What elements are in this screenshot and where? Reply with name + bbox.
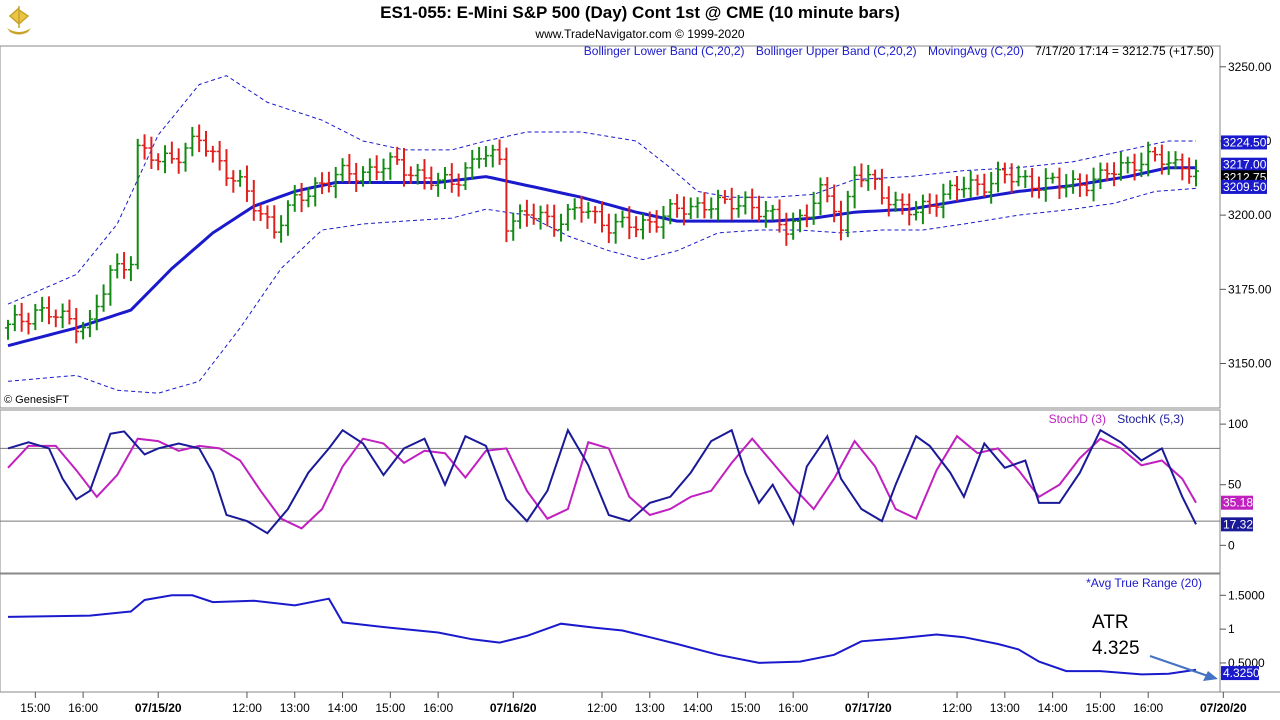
legend-lower-band: Bollinger Lower Band (C,20,2) <box>583 44 745 58</box>
price-legend: Bollinger Lower Band (C,20,2) Bollinger … <box>576 44 1214 58</box>
chart-title: ES1-055: E-Mini S&P 500 (Day) Cont 1st @… <box>380 3 900 22</box>
atr-annotation-value: 4.325 <box>1092 638 1140 659</box>
atr-annotation: ATR 4.325 <box>1092 610 1140 662</box>
legend-stoch-d: StochD (3) <box>1048 412 1106 426</box>
legend-moving-avg: MovingAvg (C,20) <box>928 44 1024 58</box>
price-y-tick-label: 3200.00 <box>1228 208 1272 222</box>
legend-stoch-k: StochK (5,3) <box>1117 412 1184 426</box>
atr-annotation-label: ATR <box>1092 612 1129 633</box>
price-y-tick-label: 3150.00 <box>1228 356 1272 370</box>
x-tick-label: 14:00 <box>328 701 358 715</box>
x-tick-label: 12:00 <box>587 701 617 715</box>
x-tick-label: 14:00 <box>683 701 713 715</box>
atr-pane-frame <box>0 573 1221 693</box>
stoch-k-line <box>7 427 1197 535</box>
price-right-label-box <box>1221 157 1267 172</box>
stoch-right-label-box <box>1221 495 1253 510</box>
x-tick-label: 16:00 <box>1133 701 1163 715</box>
stoch-right-label: 17.32 <box>1223 517 1253 531</box>
x-tick-label: 16:00 <box>778 701 808 715</box>
price-right-label-box <box>1221 135 1267 150</box>
atr-line <box>7 594 1197 676</box>
x-tick-label: 15:00 <box>375 701 405 715</box>
chart-subtitle: www.TradeNavigator.com © 1999-2020 <box>535 27 745 41</box>
x-tick-label: 07/20/20 <box>1200 701 1247 715</box>
stoch-legend: StochD (3) StochK (5,3) <box>1049 412 1184 426</box>
atr-annotation-arrowhead <box>1203 671 1218 681</box>
moving-average-line <box>7 166 1196 348</box>
stoch-right-label: 35.18 <box>1223 496 1253 510</box>
price-right-label: 3224.50 <box>1223 135 1267 149</box>
atr-annotation-arrow-line <box>1149 655 1209 677</box>
x-tick-label: 15:00 <box>1085 701 1115 715</box>
stoch-y-tick-label: 100 <box>1228 417 1248 431</box>
stoch-y-tick-label: 0 <box>1228 538 1235 552</box>
x-tick-label: 13:00 <box>635 701 665 715</box>
legend-upper-band: Bollinger Upper Band (C,20,2) <box>755 44 917 58</box>
x-tick-label: 07/16/20 <box>490 701 537 715</box>
copyright-label: © GenesisFT <box>4 394 69 406</box>
x-tick-label: 16:00 <box>68 701 98 715</box>
atr-y-tick-label: 1 <box>1228 622 1235 636</box>
atr-right-label-box <box>1221 666 1259 681</box>
x-tick-label: 07/17/20 <box>845 701 892 715</box>
stoch-right-label-box <box>1221 517 1253 532</box>
price-pane-frame <box>0 45 1221 409</box>
x-tick-label: 12:00 <box>232 701 262 715</box>
ship-logo-icon <box>4 4 34 38</box>
x-tick-label: 13:00 <box>280 701 310 715</box>
bollinger-lower-band-line <box>7 187 1197 394</box>
x-tick-label: 16:00 <box>423 701 453 715</box>
price-right-label-box <box>1221 179 1267 194</box>
x-tick-label: 13:00 <box>990 701 1020 715</box>
atr-y-tick-label: 1.5000 <box>1228 588 1265 602</box>
x-tick-label: 12:00 <box>942 701 972 715</box>
stoch-y-tick-label: 50 <box>1228 478 1242 492</box>
price-y-tick-label: 3250.00 <box>1228 60 1272 74</box>
price-right-label: 3209.50 <box>1223 180 1267 194</box>
price-right-label: 3217.00 <box>1223 158 1267 172</box>
stoch-pane-frame <box>0 409 1221 574</box>
x-tick-label: 15:00 <box>20 701 50 715</box>
x-tick-label: 15:00 <box>730 701 760 715</box>
atr-legend: *Avg True Range (20) <box>1086 576 1202 590</box>
x-tick-label: 14:00 <box>1038 701 1068 715</box>
bollinger-upper-band-line <box>7 75 1196 305</box>
legend-last-quote: 7/17/20 17:14 = 3212.75 (+17.50) <box>1035 44 1214 58</box>
x-tick-label: 07/15/20 <box>135 701 182 715</box>
price-y-tick-label: 3175.00 <box>1228 282 1272 296</box>
atr-right-label: 4.3250 <box>1223 666 1260 680</box>
stoch-d-line <box>7 434 1197 530</box>
